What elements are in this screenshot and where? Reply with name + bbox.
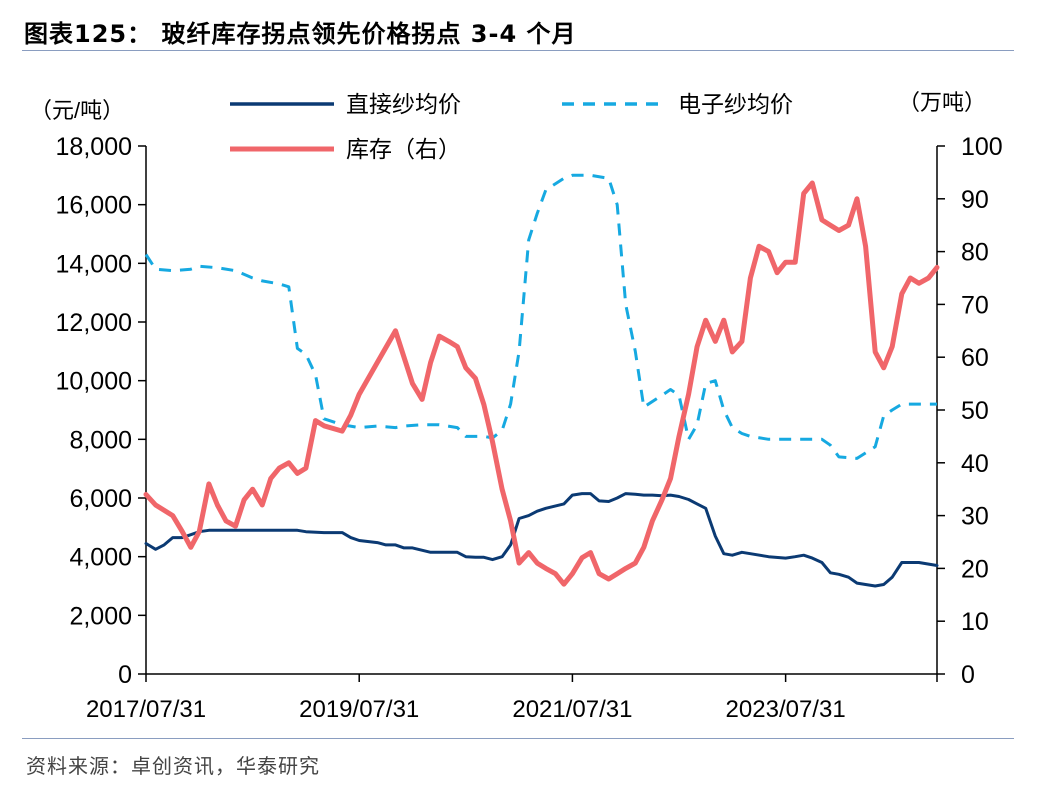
left-tick-label: 0: [118, 661, 132, 689]
left-tick-label: 10,000: [56, 368, 132, 396]
right-tick-label: 20: [961, 555, 989, 583]
top-rule: [22, 50, 1014, 51]
source-note: 资料来源：卓创资讯，华泰研究: [26, 754, 320, 778]
right-tick-label: 40: [961, 450, 989, 478]
left-axis-unit: （元/吨）: [30, 98, 124, 123]
line-chart: 0 2,000 4,000 6,000 8,000 10,000 12,000 14,000 1…: [30, 90, 1003, 723]
right-tick-label: 80: [961, 239, 989, 267]
left-tick-label: 12,000: [56, 309, 132, 337]
left-tick-label: 2,000: [69, 602, 132, 630]
left-axis: 0 2,000 4,000 6,000 8,000 10,000 12,000 14,000 1…: [56, 133, 147, 689]
right-tick-label: 100: [961, 133, 1003, 161]
legend-label: 电子纱均价: [678, 91, 793, 117]
legend-label: 直接纱均价: [346, 91, 461, 117]
chart-title: 图表125： 玻纤库存拐点领先价格拐点 3-4 个月: [24, 20, 577, 48]
right-axis-unit: （万吨）: [898, 90, 986, 115]
right-tick-label: 60: [961, 344, 989, 372]
right-tick-label: 0: [961, 661, 975, 689]
right-tick-label: 50: [961, 397, 989, 425]
right-tick-label: 90: [961, 186, 989, 214]
right-axis: 0 10 20 30 40 50 60 70 80 90 100: [936, 133, 1003, 689]
right-tick-label: 30: [961, 503, 989, 531]
x-tick-label: 2017/07/31: [86, 696, 206, 723]
right-tick-label: 70: [961, 291, 989, 319]
left-tick-label: 14,000: [56, 250, 132, 278]
series-line-1: [144, 173, 937, 460]
left-tick-label: 18,000: [56, 133, 132, 161]
x-tick-label: 2021/07/31: [512, 696, 632, 723]
series-line-0: [144, 492, 939, 588]
left-tick-label: 16,000: [56, 192, 132, 220]
series-line-2: [143, 180, 940, 587]
x-axis: 2017/07/31 2019/07/31 2021/07/31 2023/07/31: [86, 673, 938, 723]
series-layer: [143, 173, 940, 588]
x-tick-label: 2019/07/31: [299, 696, 419, 723]
left-tick-label: 6,000: [69, 485, 132, 513]
left-tick-label: 4,000: [69, 544, 132, 572]
left-tick-label: 8,000: [69, 426, 132, 454]
bottom-rule: [22, 738, 1014, 739]
right-tick-label: 10: [961, 608, 989, 636]
legend-label: 库存（右）: [346, 136, 461, 162]
x-tick-label: 2023/07/31: [726, 696, 846, 723]
